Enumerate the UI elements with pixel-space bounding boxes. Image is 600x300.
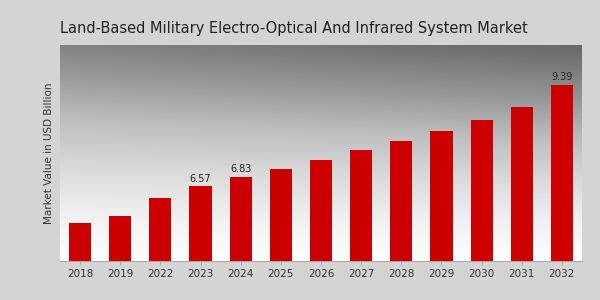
Bar — [470, 120, 493, 300]
Text: 6.57: 6.57 — [190, 174, 211, 184]
Bar — [69, 223, 91, 300]
Bar — [430, 131, 452, 300]
Y-axis label: Market Value in USD Billion: Market Value in USD Billion — [44, 82, 55, 224]
Bar — [310, 160, 332, 300]
Text: Land-Based Military Electro-Optical And Infrared System Market: Land-Based Military Electro-Optical And … — [60, 21, 528, 36]
Bar — [350, 150, 372, 300]
Bar — [190, 187, 212, 300]
Bar — [149, 198, 172, 300]
Bar — [270, 169, 292, 300]
Text: 6.83: 6.83 — [230, 164, 251, 174]
Bar — [511, 107, 533, 300]
Text: 9.39: 9.39 — [551, 72, 572, 82]
Bar — [109, 216, 131, 300]
Bar — [390, 142, 412, 300]
Bar — [551, 85, 573, 300]
Bar — [230, 177, 252, 300]
